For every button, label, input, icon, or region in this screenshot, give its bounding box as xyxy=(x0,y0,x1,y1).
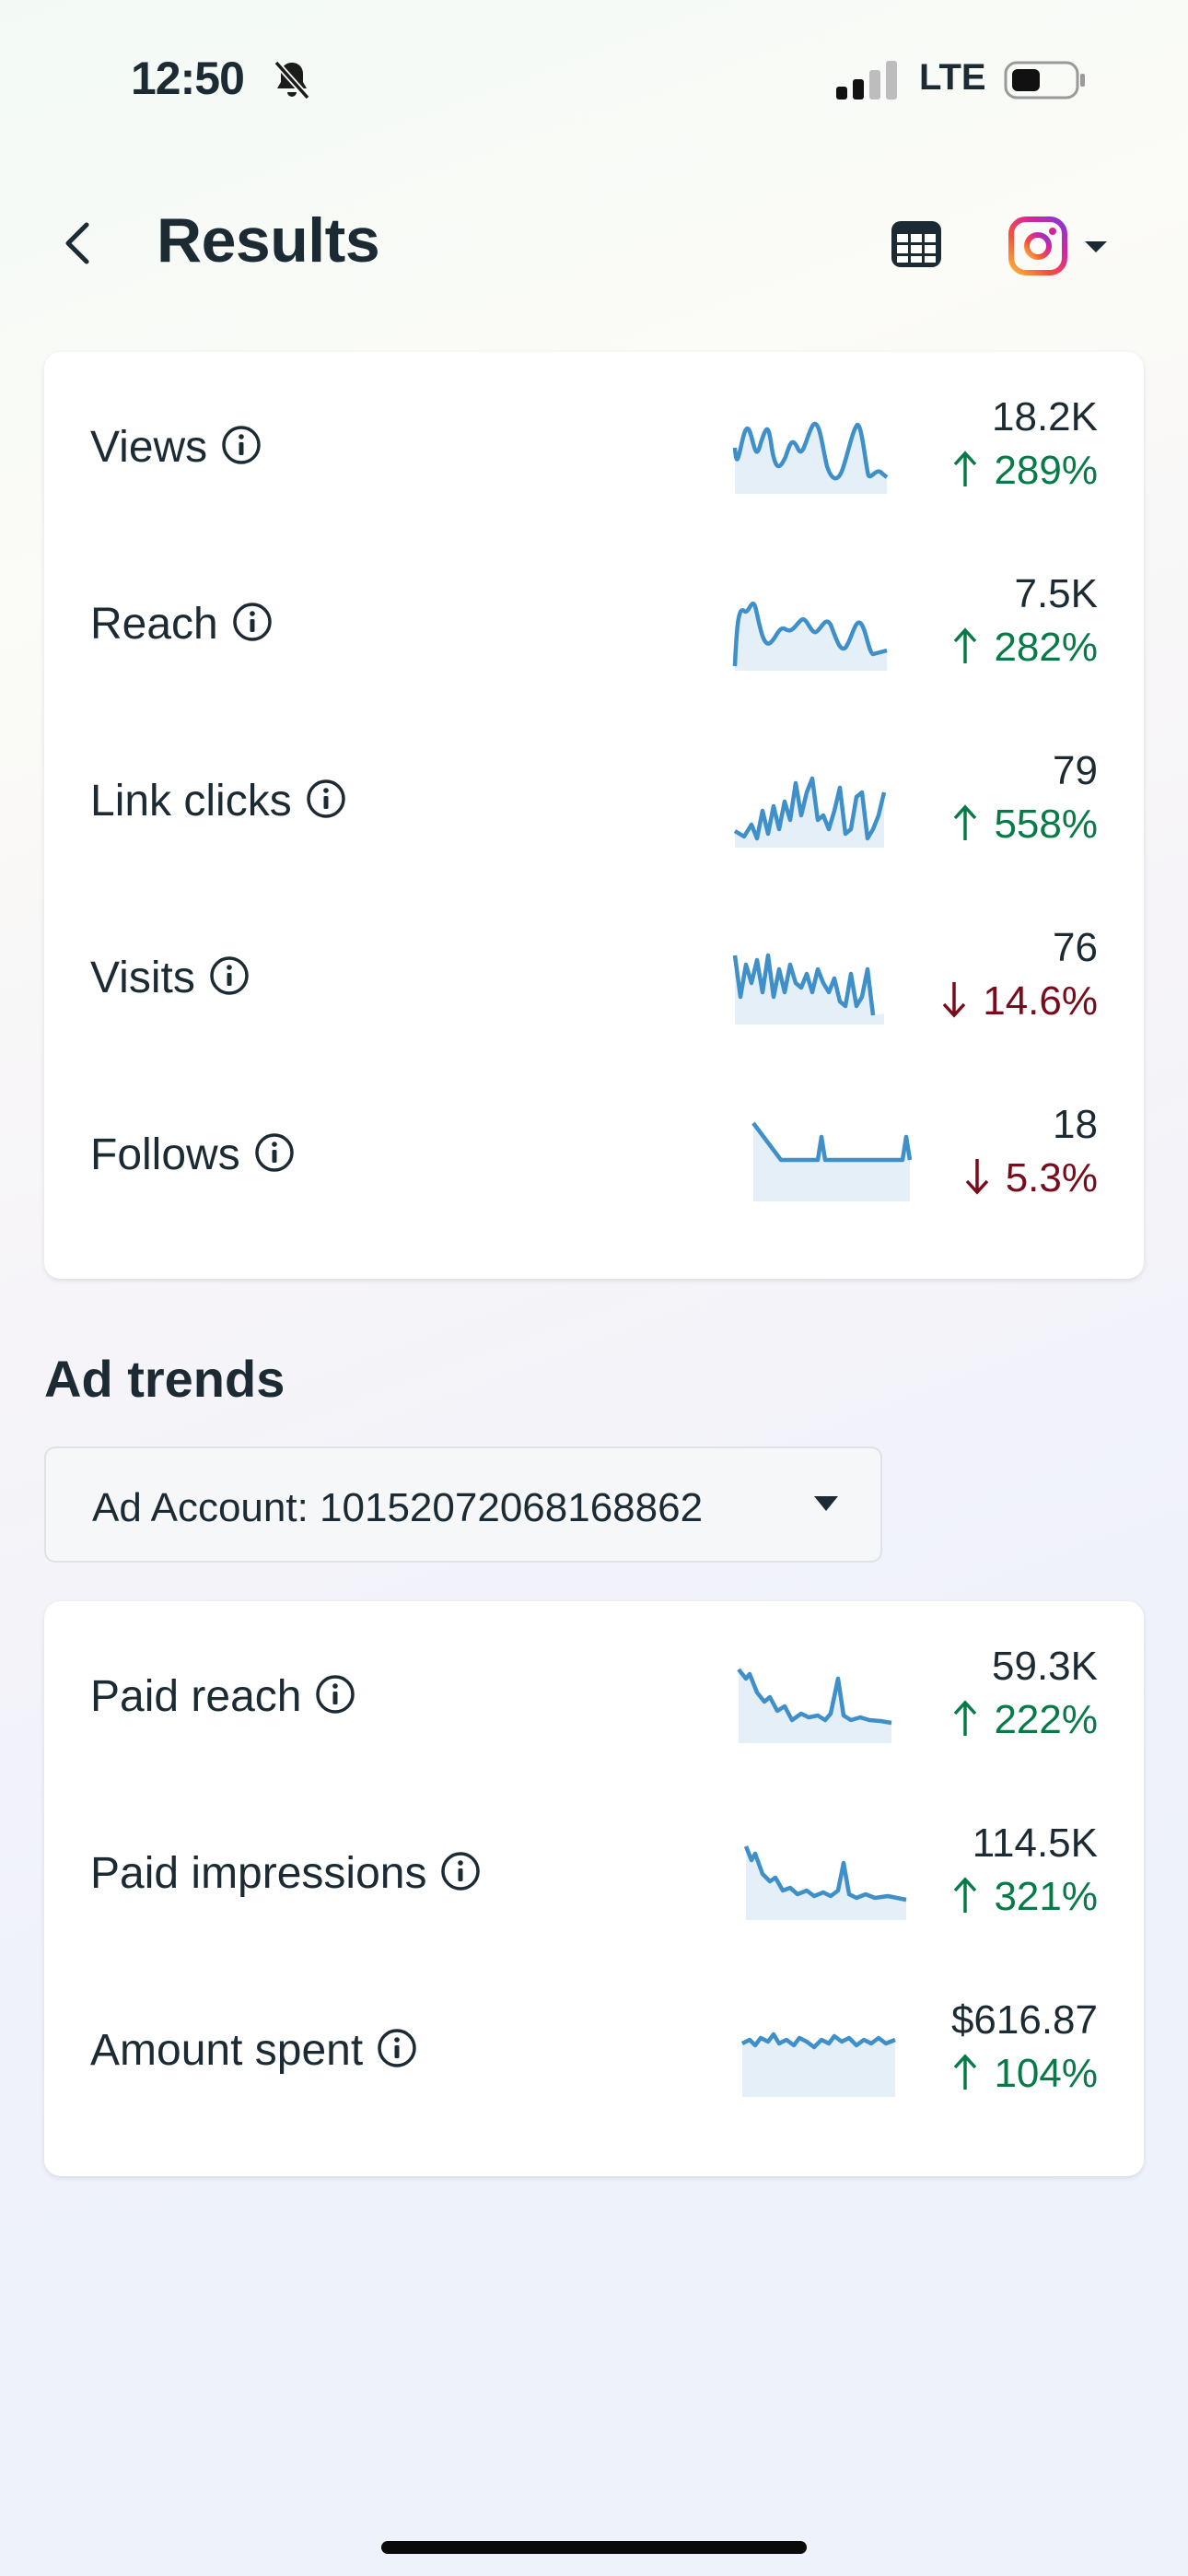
caret-down-icon xyxy=(1085,241,1107,252)
metric-row-visits[interactable]: Visits 76 14.6% xyxy=(44,894,1144,1071)
info-icon[interactable] xyxy=(253,1131,296,1174)
metric-row-reach[interactable]: Reach 7.5K 282% xyxy=(44,540,1144,717)
calendar-icon[interactable] xyxy=(890,217,943,271)
caret-down-icon xyxy=(814,1496,838,1511)
sparkline-chart xyxy=(751,1121,913,1201)
info-icon[interactable] xyxy=(439,1850,482,1892)
metric-label: Views xyxy=(90,422,262,473)
metric-change: 222% xyxy=(951,1697,1098,1743)
metric-row-amount-spent[interactable]: Amount spent $616.87 104% xyxy=(44,1966,1144,2143)
metric-change: 14.6% xyxy=(940,978,1098,1025)
metric-value: 18.2K xyxy=(992,394,1098,439)
section-title-ad-trends: Ad trends xyxy=(44,1350,285,1408)
info-icon[interactable] xyxy=(208,954,250,997)
metric-change: 558% xyxy=(951,802,1098,848)
sparkline-chart xyxy=(732,602,888,671)
ad-trends-card: Paid reach 59.3K 222% Paid impressions 1… xyxy=(44,1601,1144,2176)
metric-row-follows[interactable]: Follows 18 5.3% xyxy=(44,1071,1144,1247)
signal-icon xyxy=(836,61,897,100)
results-card: Views 18.2K 289% Reach 7.5K 282% Link cl… xyxy=(44,352,1144,1279)
status-time: 12:50 xyxy=(131,53,245,104)
metric-label: Paid reach xyxy=(90,1671,356,1722)
ad-account-select[interactable]: Ad Account: 10152072068168862 xyxy=(44,1446,882,1563)
metric-label: Reach xyxy=(90,599,274,650)
metric-value: 59.3K xyxy=(992,1644,1098,1689)
arrow-up-icon xyxy=(954,627,977,664)
metric-label: Paid impressions xyxy=(90,1848,482,1899)
arrow-up-icon xyxy=(954,1877,977,1914)
metric-label: Follows xyxy=(90,1130,296,1180)
metric-value: 114.5K xyxy=(972,1821,1098,1866)
metric-change: 5.3% xyxy=(963,1155,1098,1201)
metric-row-paid-reach[interactable]: Paid reach 59.3K 222% xyxy=(44,1612,1144,1789)
sparkline-chart xyxy=(743,1845,907,1920)
metric-change: 321% xyxy=(951,1874,1098,1920)
metric-value: 18 xyxy=(1053,1102,1098,1147)
back-chevron-icon[interactable] xyxy=(57,216,98,271)
metric-change: 282% xyxy=(951,625,1098,671)
metric-row-views[interactable]: Views 18.2K 289% xyxy=(44,363,1144,540)
metric-change: 289% xyxy=(951,448,1098,494)
arrow-down-icon xyxy=(965,1159,988,1195)
status-bar: 12:50 LTE xyxy=(0,0,1188,157)
info-icon[interactable] xyxy=(231,601,274,643)
metric-value: 76 xyxy=(1053,925,1098,970)
sparkline-chart xyxy=(733,776,887,848)
sparkline-chart xyxy=(737,1668,892,1743)
battery-icon xyxy=(1004,61,1085,100)
metric-label: Amount spent xyxy=(90,2025,418,2076)
instagram-logo-icon xyxy=(1008,217,1067,275)
metric-value: $616.87 xyxy=(950,1997,1098,2043)
page-title: Results xyxy=(157,205,380,275)
info-icon[interactable] xyxy=(314,1673,356,1715)
metric-row-link-clicks[interactable]: Link clicks 79 558% xyxy=(44,717,1144,894)
arrow-up-icon xyxy=(954,451,977,487)
metric-label: Link clicks xyxy=(90,776,347,826)
metric-change: 104% xyxy=(951,2051,1098,2097)
metric-label: Visits xyxy=(90,953,250,1003)
arrow-down-icon xyxy=(942,982,966,1018)
metric-value: 7.5K xyxy=(1014,571,1098,616)
account-switcher[interactable] xyxy=(1007,214,1118,278)
sparkline-chart xyxy=(732,953,884,1025)
home-indicator[interactable] xyxy=(381,2541,807,2554)
sparkline-chart xyxy=(732,421,889,494)
info-icon[interactable] xyxy=(376,2027,418,2069)
ad-account-label: Ad Account: 10152072068168862 xyxy=(92,1485,704,1530)
info-icon[interactable] xyxy=(220,424,262,466)
metric-value: 79 xyxy=(1053,748,1098,793)
bell-slash-icon xyxy=(274,60,310,100)
info-icon[interactable] xyxy=(305,778,347,820)
arrow-up-icon xyxy=(954,804,977,841)
sparkline-chart xyxy=(740,2032,896,2097)
arrow-up-icon xyxy=(954,1700,977,1737)
network-type: LTE xyxy=(919,57,986,98)
metric-row-paid-impressions[interactable]: Paid impressions 114.5K 321% xyxy=(44,1789,1144,1966)
arrow-up-icon xyxy=(954,2054,977,2090)
